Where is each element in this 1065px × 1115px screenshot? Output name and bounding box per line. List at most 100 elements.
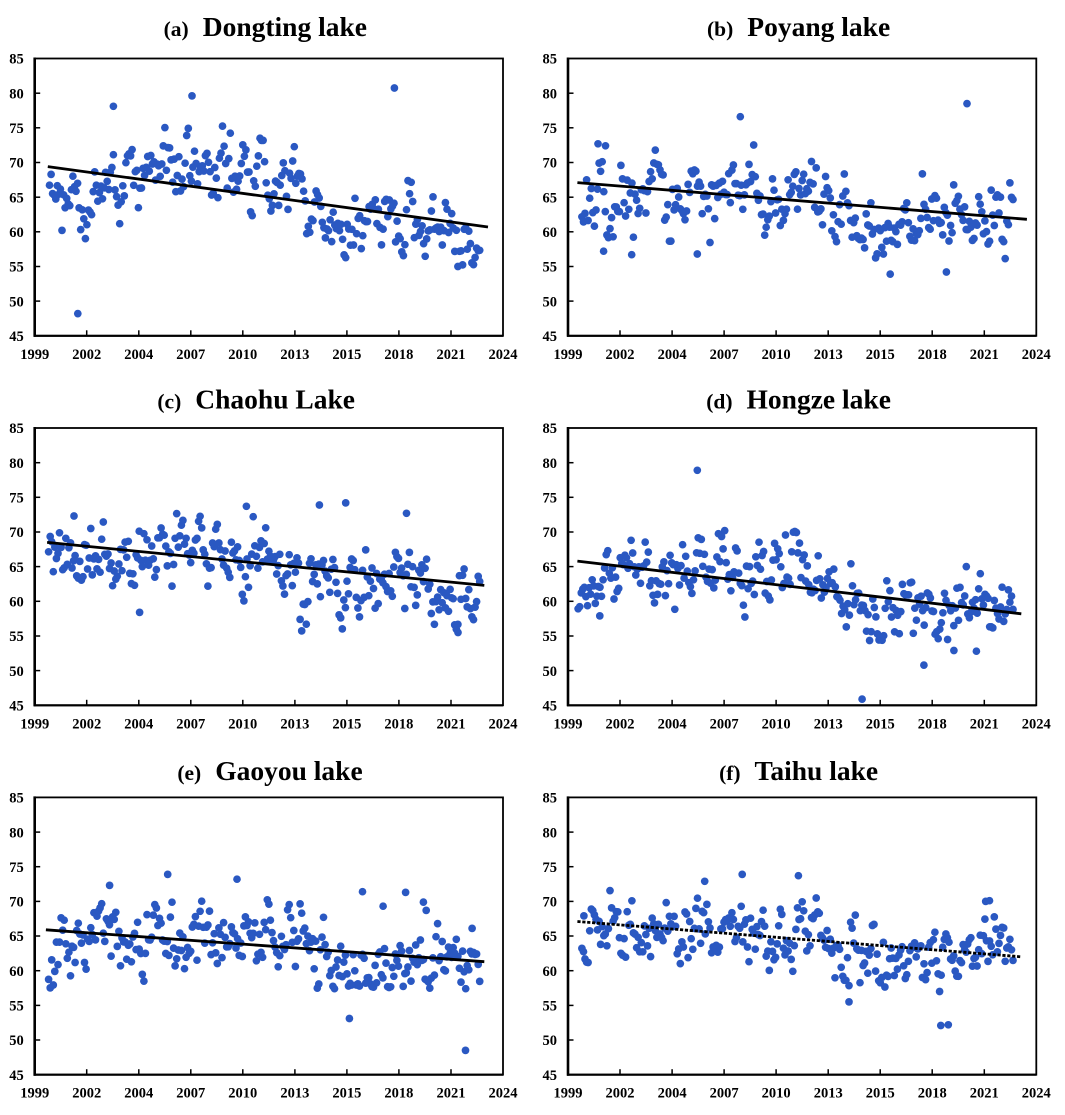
svg-text:85: 85 bbox=[9, 791, 24, 807]
svg-text:50: 50 bbox=[9, 664, 24, 680]
svg-text:85: 85 bbox=[543, 421, 558, 437]
svg-text:2013: 2013 bbox=[814, 716, 843, 732]
svg-text:60: 60 bbox=[543, 225, 558, 241]
svg-text:(f)Taihu lake: (f) Taihu lake bbox=[719, 755, 878, 786]
svg-text:2004: 2004 bbox=[124, 716, 153, 732]
svg-text:2021: 2021 bbox=[970, 347, 999, 363]
svg-text:70: 70 bbox=[9, 895, 24, 911]
svg-text:70: 70 bbox=[543, 156, 558, 172]
svg-text:2010: 2010 bbox=[762, 1086, 791, 1102]
svg-text:2010: 2010 bbox=[762, 716, 791, 732]
svg-text:1999: 1999 bbox=[554, 1086, 583, 1102]
svg-text:2004: 2004 bbox=[658, 1086, 687, 1102]
svg-text:70: 70 bbox=[9, 156, 24, 172]
svg-text:(e)Gaoyou lake: (e) Gaoyou lake bbox=[177, 755, 362, 786]
svg-text:60: 60 bbox=[9, 964, 24, 980]
svg-text:55: 55 bbox=[543, 629, 558, 645]
svg-text:45: 45 bbox=[543, 699, 558, 715]
svg-text:50: 50 bbox=[543, 294, 558, 310]
svg-text:65: 65 bbox=[543, 190, 558, 206]
svg-text:75: 75 bbox=[9, 121, 24, 137]
svg-text:2018: 2018 bbox=[384, 1086, 413, 1102]
svg-text:75: 75 bbox=[543, 121, 558, 137]
svg-text:60: 60 bbox=[9, 225, 24, 241]
svg-text:2013: 2013 bbox=[814, 347, 843, 363]
svg-text:2007: 2007 bbox=[710, 716, 739, 732]
svg-text:50: 50 bbox=[543, 1033, 558, 1049]
svg-text:60: 60 bbox=[543, 964, 558, 980]
svg-text:85: 85 bbox=[543, 791, 558, 807]
svg-text:60: 60 bbox=[543, 595, 558, 611]
svg-text:2013: 2013 bbox=[280, 716, 309, 732]
svg-text:2021: 2021 bbox=[970, 716, 999, 732]
svg-text:2024: 2024 bbox=[1022, 347, 1051, 363]
svg-text:2004: 2004 bbox=[658, 716, 687, 732]
svg-text:2010: 2010 bbox=[762, 347, 791, 363]
svg-text:2007: 2007 bbox=[176, 716, 205, 732]
svg-text:2018: 2018 bbox=[918, 1086, 947, 1102]
svg-text:2002: 2002 bbox=[72, 347, 101, 363]
svg-text:2007: 2007 bbox=[710, 347, 739, 363]
svg-text:2018: 2018 bbox=[918, 347, 947, 363]
svg-text:70: 70 bbox=[543, 895, 558, 911]
svg-text:2002: 2002 bbox=[606, 347, 635, 363]
svg-text:1999: 1999 bbox=[554, 347, 583, 363]
svg-text:2015: 2015 bbox=[332, 716, 361, 732]
svg-text:85: 85 bbox=[543, 52, 558, 68]
svg-text:2024: 2024 bbox=[1022, 716, 1051, 732]
svg-text:2013: 2013 bbox=[280, 1086, 309, 1102]
svg-text:80: 80 bbox=[9, 456, 24, 472]
svg-text:2002: 2002 bbox=[72, 1086, 101, 1102]
svg-text:2015: 2015 bbox=[332, 1086, 361, 1102]
svg-text:2013: 2013 bbox=[280, 347, 309, 363]
svg-text:55: 55 bbox=[9, 260, 24, 276]
svg-text:(d)Hongze lake: (d) Hongze lake bbox=[706, 384, 891, 415]
svg-text:50: 50 bbox=[543, 664, 558, 680]
svg-text:1999: 1999 bbox=[20, 716, 49, 732]
svg-text:80: 80 bbox=[543, 825, 558, 841]
svg-text:2024: 2024 bbox=[489, 1086, 518, 1102]
svg-text:55: 55 bbox=[9, 999, 24, 1015]
svg-text:2013: 2013 bbox=[814, 1086, 843, 1102]
svg-text:65: 65 bbox=[9, 560, 24, 576]
svg-text:2007: 2007 bbox=[710, 1086, 739, 1102]
svg-text:50: 50 bbox=[9, 294, 24, 310]
svg-text:50: 50 bbox=[9, 1033, 24, 1049]
svg-text:(a)Dongting lake: (a) Dongting lake bbox=[164, 11, 367, 42]
svg-text:80: 80 bbox=[543, 456, 558, 472]
svg-text:85: 85 bbox=[9, 52, 24, 68]
svg-text:2018: 2018 bbox=[384, 347, 413, 363]
svg-text:45: 45 bbox=[9, 329, 24, 345]
svg-text:70: 70 bbox=[9, 525, 24, 541]
svg-text:2007: 2007 bbox=[176, 1086, 205, 1102]
svg-text:45: 45 bbox=[543, 1068, 558, 1084]
svg-text:55: 55 bbox=[543, 999, 558, 1015]
svg-text:2002: 2002 bbox=[606, 1086, 635, 1102]
svg-text:2007: 2007 bbox=[176, 347, 205, 363]
svg-text:65: 65 bbox=[543, 929, 558, 945]
svg-text:2015: 2015 bbox=[866, 347, 895, 363]
svg-text:85: 85 bbox=[9, 421, 24, 437]
svg-text:75: 75 bbox=[9, 491, 24, 507]
svg-text:80: 80 bbox=[9, 86, 24, 102]
svg-text:2015: 2015 bbox=[866, 716, 895, 732]
svg-text:60: 60 bbox=[9, 595, 24, 611]
svg-text:2004: 2004 bbox=[124, 347, 153, 363]
svg-text:80: 80 bbox=[543, 86, 558, 102]
svg-text:2015: 2015 bbox=[866, 1086, 895, 1102]
svg-text:65: 65 bbox=[9, 190, 24, 206]
svg-text:2002: 2002 bbox=[606, 716, 635, 732]
svg-text:2002: 2002 bbox=[72, 716, 101, 732]
svg-text:2021: 2021 bbox=[437, 1086, 466, 1102]
svg-text:2021: 2021 bbox=[437, 347, 466, 363]
svg-text:70: 70 bbox=[543, 525, 558, 541]
svg-text:45: 45 bbox=[9, 699, 24, 715]
svg-text:75: 75 bbox=[543, 491, 558, 507]
svg-text:2024: 2024 bbox=[489, 347, 518, 363]
svg-text:55: 55 bbox=[9, 629, 24, 645]
svg-text:75: 75 bbox=[543, 860, 558, 876]
svg-text:75: 75 bbox=[9, 860, 24, 876]
svg-text:2024: 2024 bbox=[1022, 1086, 1051, 1102]
svg-text:2010: 2010 bbox=[228, 1086, 257, 1102]
svg-text:1999: 1999 bbox=[554, 716, 583, 732]
